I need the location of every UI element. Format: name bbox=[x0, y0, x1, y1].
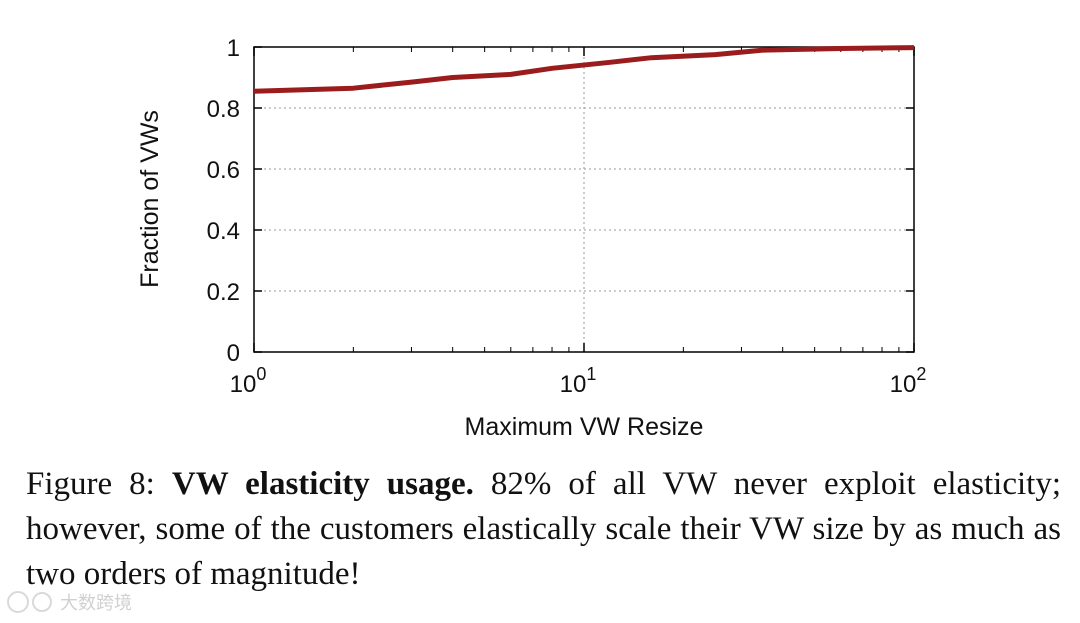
x-tick-label: 102 bbox=[890, 364, 927, 398]
axis-ticks: 0 0.2 0.4 0.6 0.8 1 100 101 102 bbox=[207, 35, 927, 398]
x-tick-label: 101 bbox=[560, 364, 597, 398]
grid-lines bbox=[254, 47, 914, 352]
cdf-chart: 0 0.2 0.4 0.6 0.8 1 100 101 102 Maximum VW Resiz… bbox=[136, 35, 927, 441]
watermark-logo: 大数跨境 bbox=[4, 586, 154, 618]
x-axis-label: Maximum VW Resize bbox=[465, 413, 704, 441]
y-tick-label: 0.2 bbox=[207, 279, 240, 306]
y-tick-label: 1 bbox=[227, 35, 240, 62]
y-tick-label: 0 bbox=[227, 340, 240, 367]
caption-body: 82% of all VW never exploit elasticity; … bbox=[26, 466, 1062, 592]
figure-caption: Figure 8: VW elasticity usage. 82% of al… bbox=[26, 462, 1061, 597]
y-axis-label: Fraction of VWs bbox=[136, 110, 164, 288]
caption-prefix: Figure 8: bbox=[26, 466, 172, 502]
cdf-series-line bbox=[253, 45, 915, 94]
series-layer bbox=[253, 45, 915, 94]
watermark-icon: 大数跨境 bbox=[7, 591, 132, 614]
y-tick-label: 0.4 bbox=[207, 218, 240, 245]
watermark-text: 大数跨境 bbox=[60, 593, 132, 614]
caption-bold-title: VW elasticity usage. bbox=[171, 466, 474, 502]
y-tick-label: 0.8 bbox=[207, 96, 240, 123]
y-tick-label: 0.6 bbox=[207, 157, 240, 184]
x-tick-label: 100 bbox=[230, 364, 267, 398]
